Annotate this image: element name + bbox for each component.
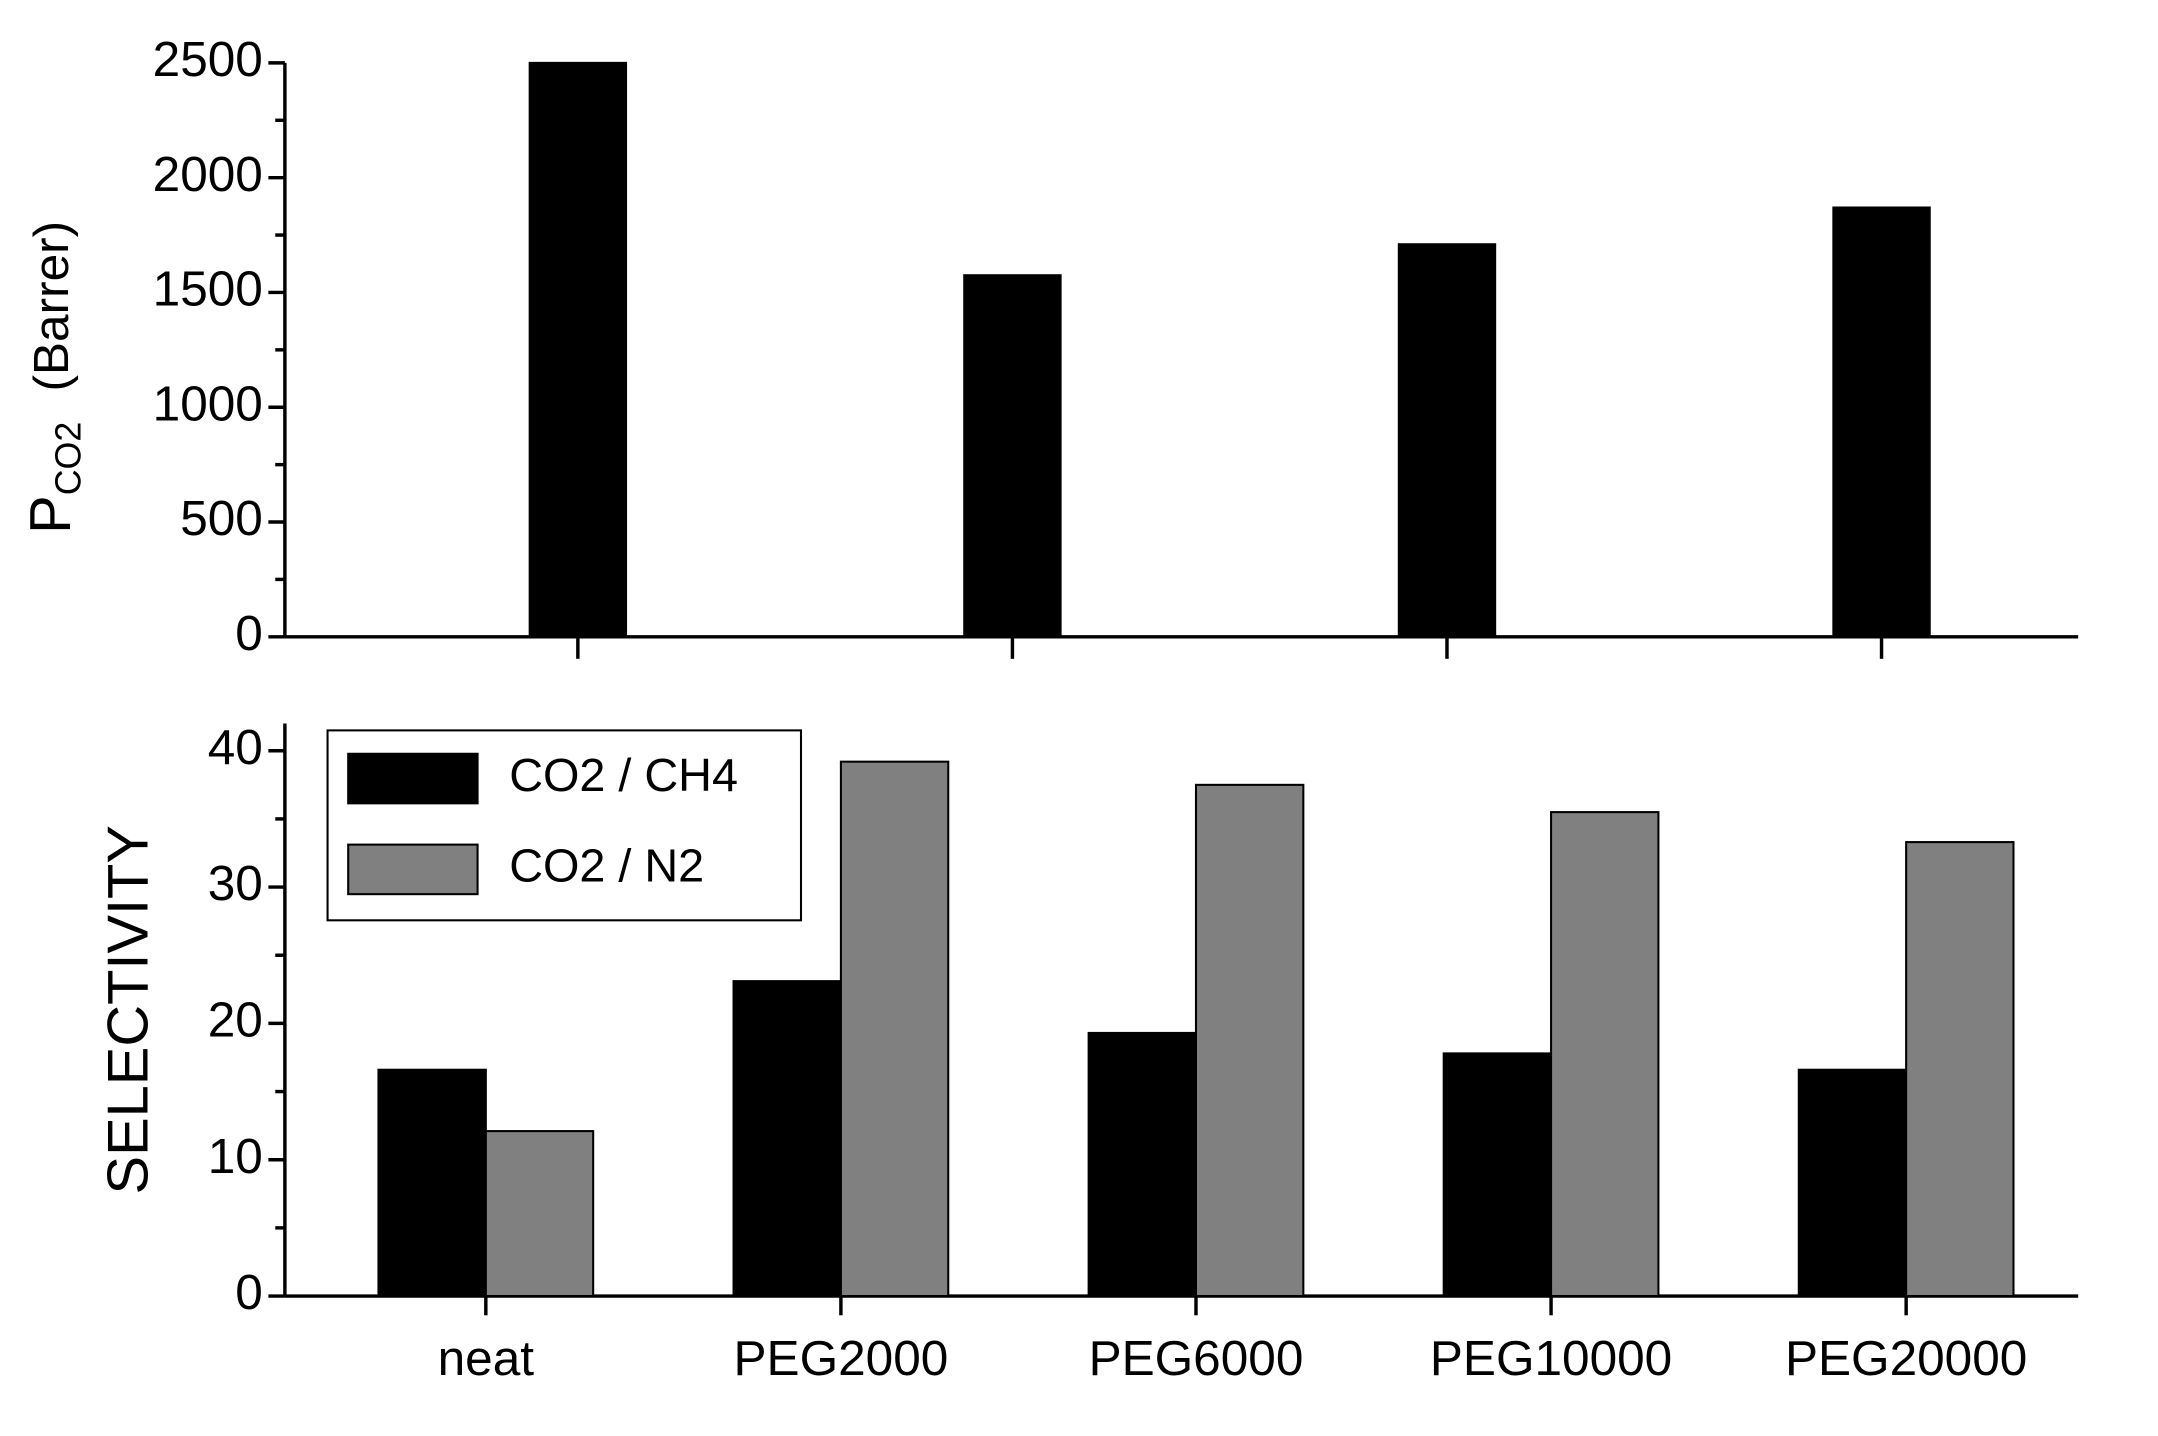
y-tick-label: 2000: [153, 147, 263, 202]
y-tick-label: 30: [208, 856, 263, 911]
bar: [1397, 243, 1497, 638]
y-axis-label-part: P: [19, 495, 83, 534]
legend-swatch: [347, 843, 479, 896]
x-tick-label: PEG20000: [1785, 1331, 2027, 1386]
y-axis-label: SELECTIVITY: [96, 825, 160, 1194]
y-tick-label: 0: [235, 606, 263, 661]
bar: [1442, 1052, 1553, 1298]
y-axis-label-part: CO2: [49, 422, 89, 496]
bottom-chart: 0 10 20 30 40 neat PEG2000 PEG6000 PEG10000 PEG20…: [96, 720, 2079, 1386]
y-tick-label: 40: [208, 720, 263, 775]
y-tick-label: 1000: [153, 376, 263, 431]
bar: [1550, 811, 1660, 1298]
x-tick-label: PEG2000: [734, 1331, 949, 1386]
bar: [839, 760, 950, 1298]
bar: [1087, 1031, 1198, 1298]
bar: [1905, 841, 2015, 1298]
y-tick-label: 2500: [153, 32, 263, 87]
y-tick-label: 0: [235, 1265, 263, 1320]
bar: [732, 980, 842, 1298]
legend-label: CO2 / CH4: [509, 749, 738, 801]
bar: [1832, 206, 1931, 638]
bar: [1797, 1068, 1908, 1298]
bar: [484, 1130, 595, 1298]
x-tick-label: PEG10000: [1430, 1331, 1672, 1386]
bar: [377, 1068, 487, 1298]
y-axis-label: PCO2 (Barrer): [19, 221, 89, 534]
legend-label: CO2 / N2: [509, 840, 704, 892]
bar: [963, 274, 1062, 638]
y-tick-label: 500: [180, 491, 263, 546]
y-axis-label-part: (Barrer): [24, 221, 79, 392]
top-chart: 0 500 1000 1500 2000 2500 PCO2 (Barrer): [19, 32, 2079, 661]
legend-swatch: [347, 752, 479, 805]
bar: [528, 61, 628, 638]
x-tick-label: neat: [438, 1331, 535, 1386]
y-tick-label: 20: [208, 992, 263, 1047]
x-tick-label: PEG6000: [1089, 1331, 1304, 1386]
bar: [1194, 783, 1305, 1298]
y-tick-label: 10: [208, 1129, 263, 1184]
y-tick-label: 1500: [153, 262, 263, 317]
